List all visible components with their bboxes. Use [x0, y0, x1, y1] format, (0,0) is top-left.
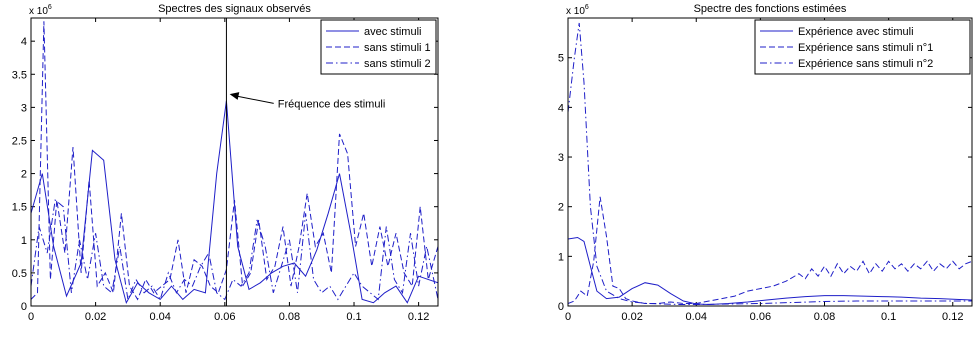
x-tick-label: 0.06	[214, 311, 235, 323]
y-tick-label: 4	[558, 102, 564, 114]
y-tick-label: 4	[21, 36, 27, 48]
x-tick-label: 0.12	[942, 311, 963, 323]
x-tick-label: 0.08	[814, 311, 835, 323]
series-line-2	[568, 196, 972, 304]
y-tick-label: 0	[21, 301, 27, 313]
y-tick-label: 1	[558, 251, 564, 263]
annotation-label: Fréquence des stimuli	[278, 98, 386, 110]
x-tick-label: 0.04	[149, 311, 170, 323]
series-group	[31, 21, 438, 305]
x-tick-label: 0	[28, 311, 34, 323]
y-tick-label: 3.5	[12, 69, 27, 81]
axis-ticks: 0 0.02 0.04 0.06 0.08 0.1 0.12 0 0.5 1 1.5 2 2.5 3 3.5…	[12, 18, 438, 323]
y-multiplier-label: x 106	[566, 4, 589, 17]
y-tick-label: 0	[558, 301, 564, 313]
y-tick-label: 0.5	[12, 268, 27, 280]
series-group	[568, 22, 972, 306]
y-tick-label: 1.5	[12, 202, 27, 214]
x-tick-label: 0.08	[279, 311, 300, 323]
y-tick-label: 2	[558, 202, 564, 214]
legend-label-2: Expérience sans stimuli n°1	[798, 42, 933, 54]
series-line-3	[568, 22, 972, 305]
annotation-arrow-line	[231, 94, 274, 104]
x-tick-label: 0.1	[346, 311, 361, 323]
legend: Expérience avec stimuli Expérience sans s…	[754, 19, 971, 75]
y-tick-label: 2.5	[12, 135, 27, 147]
y-tick-label: 1	[21, 235, 27, 247]
y-tick-label: 2	[21, 169, 27, 181]
axis-ticks: 0 0.02 0.04 0.06 0.08 0.1 0.12 0 1 2 3 4 5	[558, 18, 972, 323]
x-tick-label: 0.04	[686, 311, 707, 323]
y-multiplier-exponent: 6	[48, 4, 52, 11]
x-tick-label: 0.02	[85, 311, 106, 323]
annotation-arrow-head	[229, 92, 240, 100]
chart-panel-2: Spectre des fonctions estimées x 106 0 0.02…	[558, 3, 973, 323]
y-multiplier-exponent: 6	[585, 4, 589, 11]
legend-label-2: sans stimuli 1	[364, 42, 431, 54]
series-line-1	[31, 100, 438, 305]
y-multiplier-label: x 106	[29, 4, 52, 17]
y-multiplier-base: x 10	[566, 6, 585, 17]
y-multiplier-base: x 10	[29, 6, 48, 17]
x-tick-label: 0.02	[621, 311, 642, 323]
legend-label-3: sans stimuli 2	[364, 58, 431, 70]
axes-frame	[567, 17, 973, 307]
legend-label-1: Expérience avec stimuli	[798, 26, 914, 38]
x-tick-label: 0	[565, 311, 571, 323]
y-tick-label: 5	[558, 53, 564, 65]
chart-title: Spectres des signaux observés	[158, 3, 311, 15]
legend: avec stimuli sans stimuli 1 sans stimuli 2	[320, 19, 437, 75]
x-tick-label: 0.1	[881, 311, 896, 323]
annotation: Fréquence des stimuli	[229, 92, 386, 110]
series-line-2	[31, 21, 438, 301]
legend-label-1: avec stimuli	[364, 26, 421, 38]
chart-title: Spectre des fonctions estimées	[694, 3, 847, 15]
series-line-3	[31, 199, 438, 302]
x-tick-label: 0.06	[750, 311, 771, 323]
axes-frame	[30, 17, 439, 307]
y-tick-label: 3	[558, 152, 564, 164]
legend-label-3: Expérience sans stimuli n°2	[798, 58, 933, 70]
y-tick-label: 3	[21, 102, 27, 114]
x-tick-label: 0.12	[408, 311, 429, 323]
